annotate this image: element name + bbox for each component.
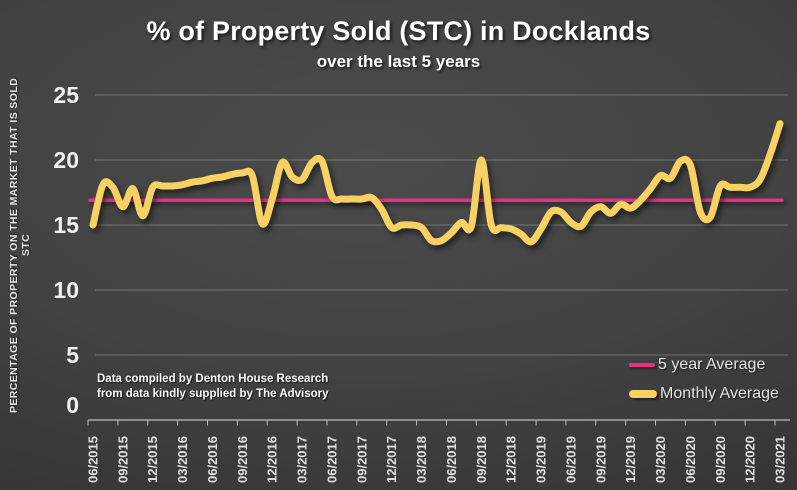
- monthly-line-swatch: [629, 390, 657, 398]
- monthly-average-line: [89, 120, 784, 246]
- y-axis-tick-label: 5: [66, 342, 79, 368]
- x-axis-tick-label: 03/2021: [773, 436, 788, 483]
- y-axis-tick-label: 15: [53, 212, 79, 238]
- source-line-1: Data compiled by Denton House Research: [97, 373, 329, 385]
- x-axis-tick-label: 09/2015: [115, 436, 130, 483]
- x-axis-tick-label: 06/2019: [563, 436, 578, 483]
- y-axis-tick-label: 0: [66, 392, 79, 418]
- source-line-2: from data kindly supplied by The Advisor…: [97, 388, 329, 400]
- legend-item-5-year-average: 5 year Average: [629, 355, 779, 375]
- y-axis-tick-label: 10: [53, 277, 79, 303]
- x-axis-tick-label: 09/2018: [474, 436, 489, 483]
- y-axis-tick-label: 25: [53, 82, 79, 108]
- x-axis-tick-label: 06/2016: [205, 436, 220, 483]
- chart-subtitle: over the last 5 years: [316, 52, 481, 71]
- x-axis-tick-label: 06/2020: [683, 436, 698, 483]
- x-axis-tick-label: 12/2017: [384, 436, 399, 483]
- x-axis-tick-label: 06/2015: [86, 436, 101, 483]
- source-attribution: Data compiled by Denton House Research f…: [97, 372, 329, 402]
- x-axis-tick-label: 12/2020: [743, 436, 758, 483]
- chart-title: % of Property Sold (STC) in Docklands: [146, 16, 651, 46]
- x-axis-tick-label: 09/2019: [593, 436, 608, 483]
- x-axis-tick-label: 12/2019: [623, 436, 638, 483]
- x-axis-tick-label: 12/2015: [145, 436, 160, 483]
- x-axis-tick-label: 09/2020: [713, 436, 728, 483]
- x-axis-tick-label: 09/2016: [235, 436, 250, 483]
- x-axis-tick-label: 12/2016: [265, 436, 280, 483]
- x-axis-tick-label: 03/2016: [175, 436, 190, 483]
- average-line-swatch: [629, 363, 655, 367]
- x-axis-tick-label: 06/2017: [325, 436, 340, 483]
- legend-label-monthly: Monthly Average: [660, 385, 779, 402]
- x-axis-tick-label: 03/2017: [295, 436, 310, 483]
- x-axis-tick-label: 12/2018: [504, 436, 519, 483]
- x-axis-tick-label: 06/2018: [444, 436, 459, 483]
- legend: 5 year Average Monthly Average: [629, 355, 779, 413]
- legend-label-average: 5 year Average: [658, 356, 766, 373]
- legend-item-monthly-average: Monthly Average: [629, 384, 779, 404]
- x-axis-tick-label: 03/2018: [414, 436, 429, 483]
- x-axis-tick-label: 03/2020: [653, 436, 668, 483]
- x-axis-tick-label: 09/2017: [354, 436, 369, 483]
- y-axis-tick-label: 20: [53, 147, 79, 173]
- x-axis-tick-label: 03/2019: [534, 436, 549, 483]
